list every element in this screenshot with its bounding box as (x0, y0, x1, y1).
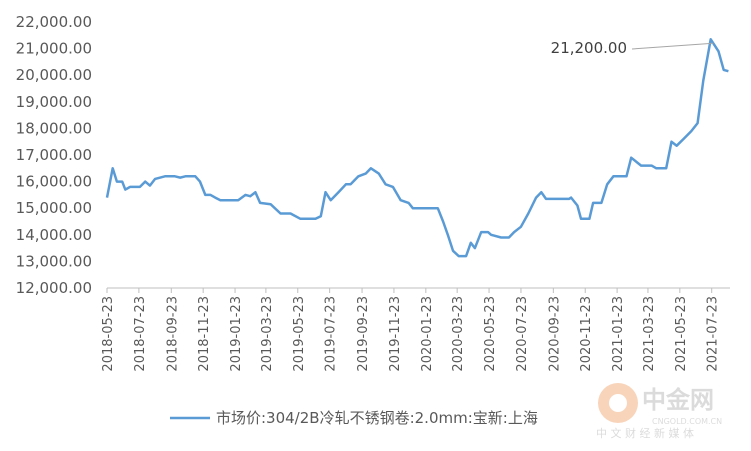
x-tick-label: 2019-11-23 (388, 296, 403, 372)
x-tick-label: 2018-07-23 (133, 296, 148, 372)
x-tick-label: 2019-03-23 (260, 296, 275, 372)
x-tick-label: 2019-05-23 (292, 296, 307, 372)
y-tick-label: 21,000.00 (16, 40, 92, 58)
x-tick-label: 2018-05-23 (101, 296, 116, 372)
watermark-tagline: 中 文 财 经 新 媒 体 (596, 426, 694, 440)
x-tick-label: 2021-01-23 (611, 296, 626, 372)
x-tick-label: 2021-03-23 (642, 296, 657, 372)
y-tick-label: 19,000.00 (16, 93, 92, 111)
x-tick-label: 2020-11-23 (579, 296, 594, 372)
x-tick-label: 2020-07-23 (515, 296, 530, 372)
x-tick-label: 2020-05-23 (483, 296, 498, 372)
y-tick-label: 20,000.00 (16, 66, 92, 84)
watermark-logo-inner (609, 394, 627, 412)
y-tick-label: 14,000.00 (16, 226, 92, 244)
x-tick-label: 2021-05-23 (674, 296, 689, 372)
y-tick-label: 16,000.00 (16, 173, 92, 191)
x-tick-label: 2018-09-23 (165, 296, 180, 372)
x-tick-label: 2019-01-23 (229, 296, 244, 372)
x-tick-label: 2019-07-23 (324, 296, 339, 372)
x-tick-label: 2021-07-23 (706, 296, 721, 372)
x-tick-label: 2020-09-23 (547, 296, 562, 372)
legend-label: 市场价:304/2B冷轧不锈钢卷:2.0mm:宝新:上海 (216, 409, 538, 427)
y-tick-label: 12,000.00 (16, 279, 92, 297)
y-tick-label: 15,000.00 (16, 199, 92, 217)
y-tick-label: 22,000.00 (16, 13, 92, 31)
x-tick-label: 2020-03-23 (451, 296, 466, 372)
x-tick-label: 2018-11-23 (197, 296, 212, 372)
annotation-label: 21,200.00 (551, 39, 627, 57)
series-line (105, 38, 729, 258)
y-tick-label: 13,000.00 (16, 252, 92, 270)
watermark-url: CNGOLD.COM.CN (652, 417, 722, 426)
y-tick-label: 18,000.00 (16, 119, 92, 137)
y-tick-label: 17,000.00 (16, 146, 92, 164)
annotation-leader (631, 42, 714, 50)
watermark: 中金网 CNGOLD.COM.CN 中 文 财 经 新 媒 体 (596, 383, 722, 440)
x-tick-label: 2020-01-23 (420, 296, 435, 372)
watermark-name: 中金网 (642, 386, 714, 414)
x-tick-label: 2019-09-23 (356, 296, 371, 372)
